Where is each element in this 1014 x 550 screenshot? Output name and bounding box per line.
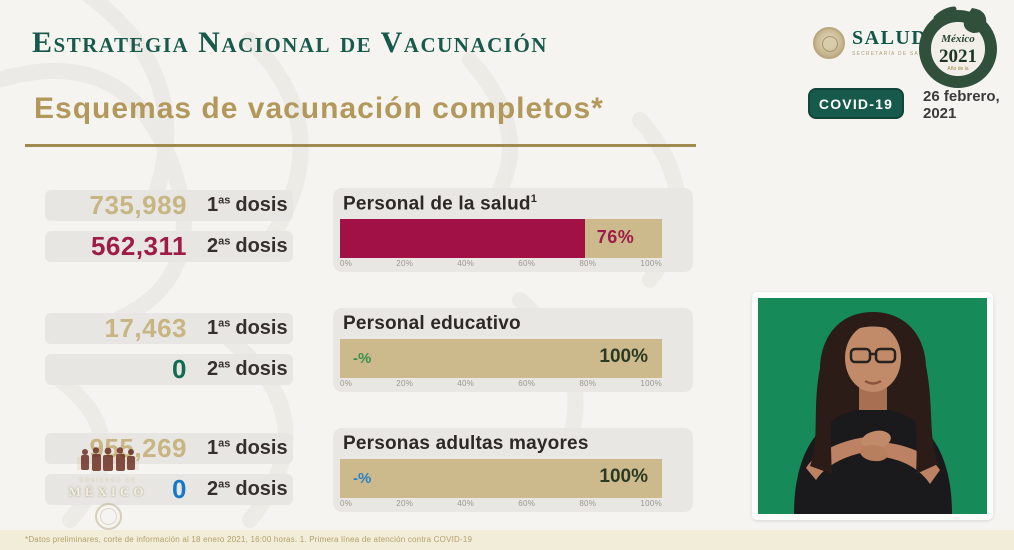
x-axis: 0% 20% 40% 60% 80% 100% — [340, 499, 662, 508]
badge-mexico-text: México — [940, 33, 975, 45]
chart-personal-de-la-salud: Personal de la salud1 76% 0% 20% 40% 60%… — [333, 188, 693, 272]
stat-box-adultos-dose1: 955,269 1as dosis — [45, 433, 293, 464]
stat-label: 1as dosis — [207, 317, 288, 339]
axis-tick: 40% — [457, 499, 475, 508]
bar-fill — [340, 338, 662, 378]
page-subtitle: Esquemas de vacunación completos* — [34, 92, 604, 125]
page-title: Estrategia Nacional de Vacunación — [32, 26, 548, 59]
stat-box-adultos-dose2: 0 2as dosis — [45, 474, 293, 505]
axis-tick: 40% — [457, 259, 475, 268]
axis-tick: 60% — [518, 379, 536, 388]
axis-tick: 0% — [340, 499, 353, 508]
bar-fill — [340, 219, 585, 259]
stat-value: 0 — [172, 354, 187, 384]
date-line-1: 26 febrero, — [923, 88, 1000, 105]
serpent-head-icon — [963, 8, 987, 33]
axis-tick: 80% — [579, 259, 597, 268]
bar-track: -% 100% — [340, 458, 662, 498]
axis-tick: 40% — [457, 379, 475, 388]
bar-fill — [340, 458, 662, 498]
axis-tick: 0% — [340, 259, 353, 268]
stat-value: 0 — [172, 474, 187, 504]
glasses-icon — [849, 347, 897, 364]
axis-tick: 20% — [396, 379, 414, 388]
sign-language-interpreter-video — [752, 292, 993, 520]
axis-tick: 20% — [396, 259, 414, 268]
bar-track: -% 100% — [340, 338, 662, 378]
mexico-2021-badge: México 2021 Año de la — [919, 6, 997, 88]
chart-title: Personas adultas mayores — [343, 433, 589, 454]
axis-tick: 100% — [640, 379, 662, 388]
stat-value: 955,269 — [89, 433, 187, 463]
divider-rule — [25, 144, 696, 147]
stat-label: 1as dosis — [207, 437, 288, 459]
axis-tick: 80% — [579, 499, 597, 508]
bar-left-label: -% — [353, 469, 372, 487]
stat-value: 17,463 — [104, 313, 187, 343]
axis-tick: 60% — [518, 499, 536, 508]
bar-track: 76% — [340, 219, 662, 259]
stat-label: 2as dosis — [207, 235, 288, 257]
bar-right-label: 100% — [599, 465, 648, 487]
bar-value-label: 76% — [596, 227, 635, 248]
badge-year-text: 2021 — [939, 46, 977, 67]
axis-tick: 0% — [340, 379, 353, 388]
stat-box-salud-dose2: 562,311 2as dosis — [45, 231, 293, 262]
x-axis: 0% 20% 40% 60% 80% 100% — [340, 379, 662, 388]
badge-sub-text: Año de la — [947, 66, 968, 72]
footer-strip: *Datos preliminares, corte de informació… — [0, 530, 1014, 550]
interpreter-person — [758, 298, 987, 514]
axis-tick: 60% — [518, 259, 536, 268]
date-label: 26 febrero, 2021 — [923, 88, 1000, 123]
axis-tick: 100% — [640, 499, 662, 508]
x-axis: 0% 20% 40% 60% 80% 100% — [340, 259, 662, 268]
salud-seal-icon — [813, 27, 845, 59]
stat-label: 1as dosis — [207, 194, 288, 216]
salud-logo: SALUD SECRETARÍA DE SALUD — [813, 27, 933, 59]
chart-personal-educativo: Personal educativo -% 100% 0% 20% 40% 60… — [333, 308, 693, 392]
chart-personas-adultas-mayores: Personas adultas mayores -% 100% 0% 20% … — [333, 428, 693, 512]
salud-subtitle: SECRETARÍA DE SALUD — [852, 51, 933, 57]
stat-label: 2as dosis — [207, 358, 288, 380]
covid-19-badge: COVID-19 — [808, 88, 904, 119]
bar-left-label: -% — [353, 349, 372, 367]
salud-wordmark: SALUD — [852, 27, 928, 49]
chart-title: Personal de la salud1 — [343, 193, 538, 215]
stat-value: 735,989 — [89, 190, 187, 220]
axis-tick: 100% — [640, 259, 662, 268]
stat-box-educativo-dose2: 0 2as dosis — [45, 354, 293, 385]
axis-tick: 80% — [579, 379, 597, 388]
date-line-2: 2021 — [923, 105, 957, 123]
axis-tick: 20% — [396, 499, 414, 508]
footer-disclaimer: *Datos preliminares, corte de informació… — [25, 535, 473, 544]
bar-right-label: 100% — [599, 345, 648, 367]
stat-value: 562,311 — [90, 231, 187, 261]
chart-title: Personal educativo — [343, 313, 521, 334]
stat-box-educativo-dose1: 17,463 1as dosis — [45, 313, 293, 344]
stat-box-salud-dose1: 735,989 1as dosis — [45, 190, 293, 221]
stat-label: 2as dosis — [207, 478, 288, 500]
